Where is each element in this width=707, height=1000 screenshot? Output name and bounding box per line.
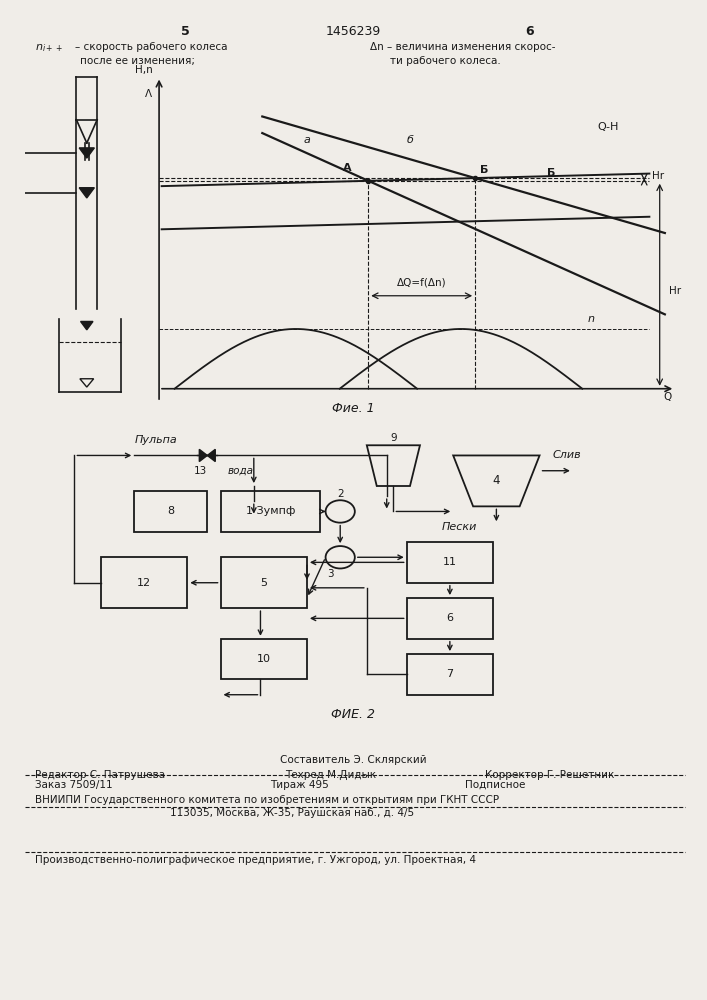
Text: 6: 6 <box>526 25 534 38</box>
Text: 9: 9 <box>390 433 397 443</box>
Bar <box>407 598 493 639</box>
Text: – скорость рабочего колеса: – скорость рабочего колеса <box>75 42 228 52</box>
Text: 1456239: 1456239 <box>325 25 380 38</box>
Text: а: а <box>303 135 310 145</box>
Text: 6: 6 <box>446 613 453 623</box>
Text: 2: 2 <box>337 489 344 499</box>
Text: 10: 10 <box>257 654 271 664</box>
Polygon shape <box>79 188 94 198</box>
Text: Заказ 7509/11: Заказ 7509/11 <box>35 780 112 790</box>
Bar <box>221 557 307 608</box>
Text: Производственно-полиграфическое предприятие, г. Ужгород, ул. Проектная, 4: Производственно-полиграфическое предприя… <box>35 855 476 865</box>
Text: ФИЕ. 2: ФИЕ. 2 <box>331 708 375 721</box>
Polygon shape <box>79 148 94 158</box>
Text: 4: 4 <box>493 474 500 487</box>
Text: ВНИИПИ Государственного комитета по изобретениям и открытиям при ГКНТ СССР: ВНИИПИ Государственного комитета по изоб… <box>35 795 499 805</box>
Text: Редактор С. Патрушева: Редактор С. Патрушева <box>35 770 165 780</box>
Text: n: n <box>588 314 595 324</box>
Text: Q: Q <box>663 392 672 402</box>
Text: б: б <box>407 135 414 145</box>
Bar <box>407 654 493 695</box>
Text: ти рабочего колеса.: ти рабочего колеса. <box>390 56 501 66</box>
Text: Фиe. 1: Фиe. 1 <box>332 402 374 415</box>
Text: Δn – величина изменения скорос-: Δn – величина изменения скорос- <box>370 42 556 52</box>
Text: Б: Б <box>480 165 489 175</box>
Text: Λ: Λ <box>145 89 152 99</box>
Polygon shape <box>207 449 215 462</box>
Text: Корректор Г. Решетник: Корректор Г. Решетник <box>485 770 614 780</box>
Text: 1 Зумпф: 1 Зумпф <box>246 506 295 516</box>
Bar <box>407 542 493 583</box>
Text: вода: вода <box>227 466 253 476</box>
Text: Слив: Слив <box>553 450 581 460</box>
Text: 113035, Москва, Ж-35, Раушская наб., д. 4/5: 113035, Москва, Ж-35, Раушская наб., д. … <box>170 808 414 818</box>
Text: Подписное: Подписное <box>465 780 525 790</box>
Text: Б: Б <box>547 168 556 178</box>
Text: Hr: Hr <box>669 286 681 296</box>
Text: 13: 13 <box>194 466 207 476</box>
Text: H,n: H,n <box>135 65 153 75</box>
Text: 7: 7 <box>446 669 453 679</box>
Text: А: А <box>342 163 351 173</box>
Text: после ее изменения;: после ее изменения; <box>80 56 195 66</box>
Text: 8: 8 <box>167 506 175 516</box>
Text: Hr: Hr <box>652 171 664 181</box>
Text: Q-H: Q-H <box>597 122 619 132</box>
Polygon shape <box>81 321 93 330</box>
Text: Тираж 495: Тираж 495 <box>270 780 329 790</box>
Text: 5: 5 <box>260 578 267 588</box>
Text: Пульпа: Пульпа <box>134 435 177 445</box>
Text: Составитель Э. Склярский: Составитель Э. Склярский <box>280 755 426 765</box>
Text: $n_{i++}$: $n_{i++}$ <box>35 42 63 54</box>
Text: Техред М.Дидык: Техред М.Дидык <box>285 770 376 780</box>
Text: Пески: Пески <box>442 522 477 532</box>
Bar <box>134 491 207 532</box>
Bar <box>221 491 320 532</box>
Text: 12: 12 <box>137 578 151 588</box>
Text: 5: 5 <box>180 25 189 38</box>
Text: 11: 11 <box>443 557 457 567</box>
Text: 3: 3 <box>327 569 334 579</box>
Polygon shape <box>199 449 207 462</box>
Text: ΔQ=f(Δn): ΔQ=f(Δn) <box>397 278 447 288</box>
Bar <box>101 557 187 608</box>
Bar <box>221 639 307 679</box>
